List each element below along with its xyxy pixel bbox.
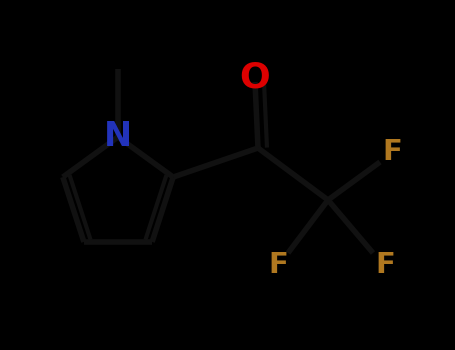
Text: O: O: [240, 61, 270, 95]
Text: N: N: [104, 120, 132, 154]
Text: F: F: [382, 138, 402, 166]
Text: F: F: [268, 251, 288, 279]
Text: F: F: [375, 251, 395, 279]
